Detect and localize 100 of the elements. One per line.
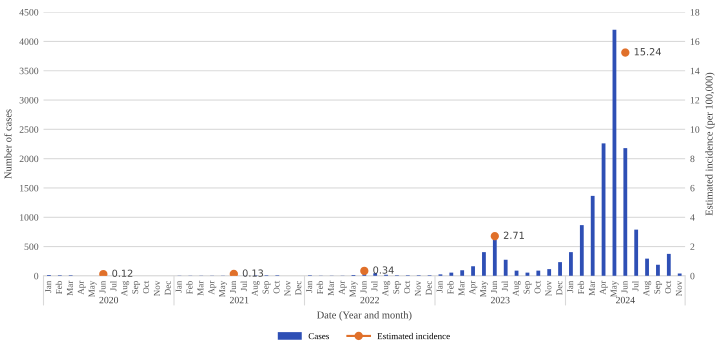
x-tick-label: Aug	[512, 280, 521, 296]
x-tick-label: Jul	[110, 280, 116, 292]
x-tick-label: Sep	[132, 281, 140, 294]
x-tick-label: May	[610, 280, 619, 298]
x-tick-label: May	[350, 280, 358, 298]
y-tick-label: 2000	[20, 156, 38, 162]
x-tick-label: Mar	[588, 280, 595, 296]
x-tick-label: Jan	[306, 280, 312, 293]
x-tick-label: Apr	[469, 280, 478, 295]
bar	[558, 262, 562, 276]
x-tick-label: Nov	[154, 280, 160, 296]
y2-tick-label: 14	[690, 68, 700, 74]
x-tick-label: Feb	[578, 281, 584, 294]
x-tick-label: Jul	[371, 280, 378, 292]
x-tick-label: Jun	[360, 280, 367, 294]
x-tick-label: Sep	[654, 281, 662, 294]
bar	[580, 225, 584, 276]
x-tick-label: Oct	[274, 280, 280, 294]
bar	[623, 148, 628, 276]
bar	[656, 264, 660, 276]
bar	[526, 272, 530, 276]
text: 2024	[616, 296, 635, 304]
y-tick-label: 3500	[20, 68, 38, 74]
y-tick-label: 3000	[20, 96, 38, 104]
bar	[569, 252, 573, 276]
data-label: 0.13	[242, 269, 264, 277]
x-tick-label: Mar	[328, 280, 334, 296]
y2-tick-label: 8	[690, 156, 694, 162]
x-tick-label: Dec	[426, 281, 432, 295]
bar	[645, 258, 649, 276]
y-tick-label: 2500	[20, 126, 38, 133]
text: 2022	[360, 296, 379, 304]
point	[621, 48, 630, 57]
y-tick-label: 1500	[20, 184, 38, 192]
data-label: 0.12	[112, 270, 132, 277]
x-tick-label: Jul	[632, 280, 638, 292]
x-tick-label: Jul	[240, 280, 247, 292]
x-tick-label: Aug	[643, 280, 652, 296]
text: 2020	[99, 296, 118, 304]
x-tick-label: Jun	[622, 280, 628, 294]
text: 2021	[230, 296, 248, 304]
x-tick-label: Jan	[176, 280, 182, 293]
x-tick-label: Feb	[56, 281, 62, 294]
x-tick-label: Mar	[197, 280, 204, 296]
x-tick-label: Nov	[545, 280, 552, 296]
bar	[504, 260, 508, 276]
x-tick-label: Jul	[502, 280, 508, 292]
bar	[590, 196, 595, 276]
data-label: 2.71	[504, 232, 524, 239]
bar	[471, 266, 475, 276]
x-tick-label: Jun	[100, 280, 106, 294]
legend-label: Estimated incidence	[377, 332, 450, 340]
x-tick-label: Aug	[252, 280, 260, 296]
bar	[634, 230, 638, 276]
x-tick-label: Sep	[393, 281, 402, 294]
x-tick-label: Oct	[404, 280, 410, 294]
y2-tick-label: 18	[690, 9, 700, 16]
x-tick-label: Aug	[382, 280, 390, 296]
x-tick-label: May	[219, 280, 228, 298]
x-tick-label: Dec	[556, 281, 562, 295]
x-tick-label: Oct	[534, 280, 541, 294]
y2-tick-label: 0	[690, 272, 694, 280]
x-tick-label: Nov	[414, 280, 421, 296]
point	[490, 232, 499, 240]
x-tick-label: May	[88, 280, 97, 298]
point	[360, 266, 368, 276]
y2-tick-label: 2	[690, 244, 694, 250]
data-label: 0.34	[373, 266, 394, 274]
x-tick-label: Apr	[208, 280, 216, 295]
x-tick-label: Nov	[284, 280, 290, 296]
x-tick-label: Jan	[567, 280, 574, 293]
x-tick-label: Feb	[447, 281, 454, 294]
x-tick-label: Sep	[524, 281, 532, 294]
x-tick-label: Aug	[121, 280, 130, 296]
y2-tick-label: 4	[690, 214, 695, 221]
bar	[482, 252, 486, 276]
y2-axis-title: Estimated incidence (per 100,000)	[705, 72, 715, 216]
x-tick-label: Dec	[295, 281, 302, 295]
x-tick-label: Jan	[436, 280, 443, 293]
y-tick-label: 4000	[19, 38, 38, 45]
x-tick-label: Mar	[66, 280, 73, 296]
x-tick-label: Feb	[186, 281, 193, 294]
y2-tick-label: 6	[690, 184, 695, 192]
y-tick-label: 0	[34, 272, 38, 280]
x-tick-label: Jun	[491, 280, 498, 294]
x-tick-label: Feb	[316, 281, 324, 294]
bar	[666, 254, 671, 276]
x-tick-label: Jun	[230, 280, 236, 294]
legend-label: Cases	[308, 333, 330, 340]
point	[99, 270, 108, 276]
x-tick-label: Jan	[45, 280, 52, 293]
point	[230, 270, 238, 276]
x-tick-label: Apr	[600, 280, 608, 295]
y-axis-title: Number of cases	[4, 109, 12, 179]
x-axis-title: Date (Year and month)	[316, 311, 412, 321]
x-tick-label: Nov	[676, 280, 682, 296]
x-tick-label: May	[480, 280, 488, 298]
x-tick-label: Mar	[458, 280, 464, 296]
x-tick-label: Sep	[262, 281, 271, 294]
x-tick-label: Apr	[78, 280, 86, 295]
